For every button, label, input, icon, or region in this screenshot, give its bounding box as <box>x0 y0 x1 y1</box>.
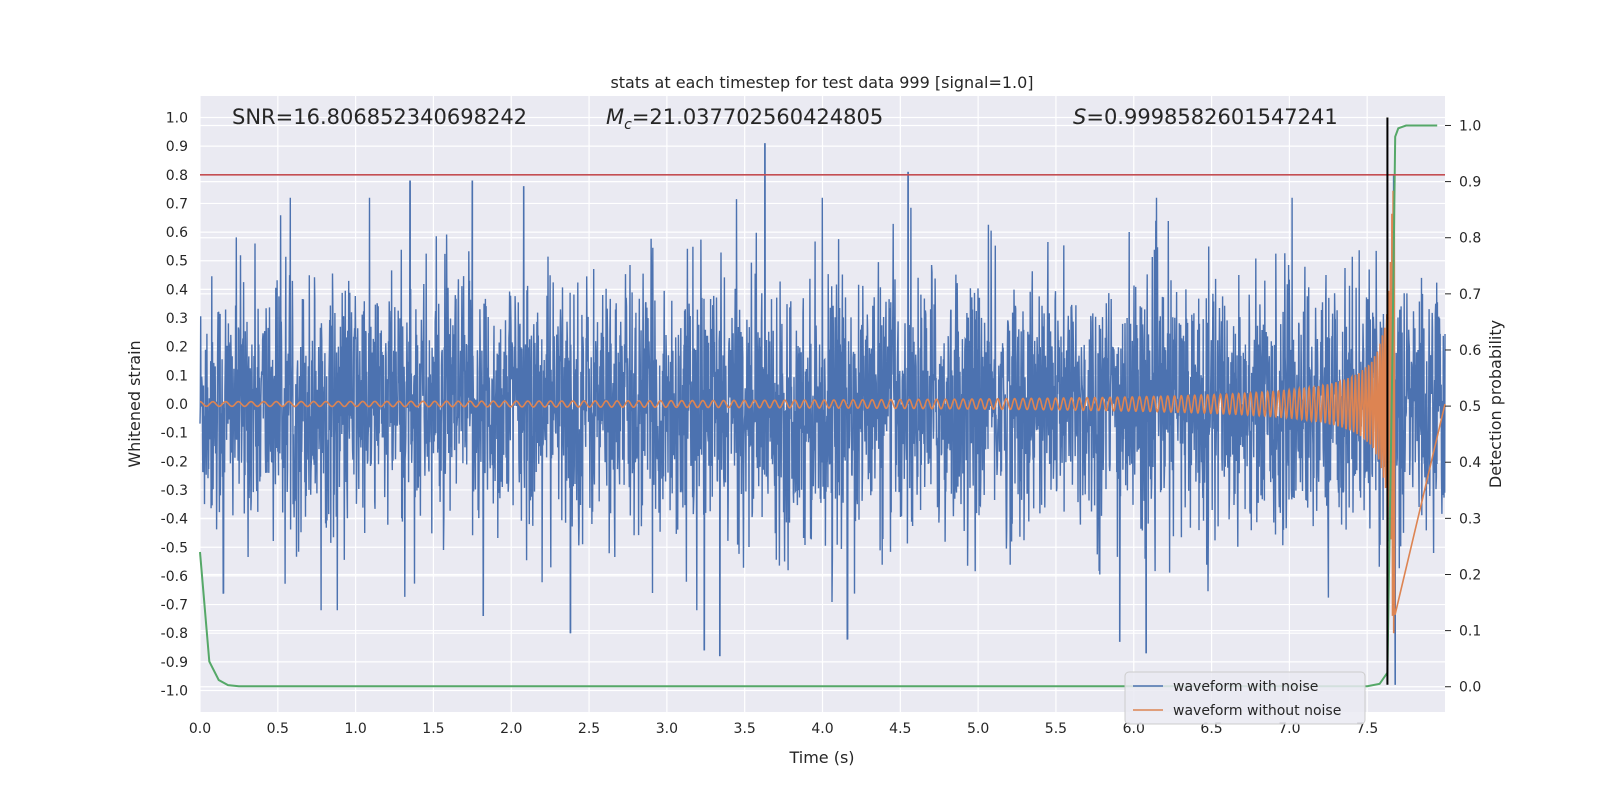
score-annotation: S=0.9998582601547241 <box>1073 105 1338 129</box>
y2-tick-label: 0.7 <box>1459 287 1481 303</box>
x-tick-label: 6.5 <box>1200 721 1222 737</box>
series-layer <box>199 124 1446 688</box>
legend: waveform with noise waveform without noi… <box>1124 671 1366 725</box>
x-tick-label: 2.0 <box>500 721 522 737</box>
y-tick-label: -0.9 <box>161 655 188 671</box>
x-tick-label: 3.0 <box>656 721 678 737</box>
legend-label-clean: waveform without noise <box>1173 703 1341 719</box>
y2-tick-label: 0.0 <box>1459 680 1481 696</box>
x-tick-label: 1.5 <box>422 721 444 737</box>
y-tick-label: -0.7 <box>161 598 188 614</box>
y-tick-label: 0.6 <box>166 225 188 241</box>
x-tick-label: 0.0 <box>189 721 211 737</box>
y-tick-label: 0.7 <box>166 196 188 212</box>
chirp-mass-annotation: Mc=21.037702560424805 <box>606 105 883 133</box>
x-axis-ticks: 0.0 0.5 1.0 1.5 2.0 2.5 3.0 3.5 4.0 4.5 5.0 5.5 6.0 6… <box>189 721 1378 737</box>
left-axis-ticks: 1.0 0.9 0.8 0.7 0.6 0.5 0.4 0.3 0.2 0.1 0.0 -0.1 -0.… <box>161 110 188 699</box>
snr-annotation: SNR=16.806852340698242 <box>232 105 527 129</box>
chirp-mass-value: =21.037702560424805 <box>632 105 883 129</box>
legend-box <box>1124 671 1366 725</box>
x-tick-label: 5.5 <box>1045 721 1067 737</box>
y-tick-label: -1.0 <box>161 684 188 700</box>
y-tick-label: 1.0 <box>166 110 188 126</box>
y2-tick-label: 0.2 <box>1459 567 1481 583</box>
y-tick-label: -0.1 <box>161 426 188 442</box>
y2-tick-label: 0.4 <box>1459 455 1481 471</box>
chart-title: stats at each timestep for test data 999… <box>610 73 1033 92</box>
y2-axis-label: Detection probability <box>1486 320 1505 488</box>
y2-tick-label: 0.3 <box>1459 511 1481 527</box>
y-tick-label: 0.8 <box>166 168 188 184</box>
series-waveform-without-noise <box>200 190 1446 634</box>
x-tick-label: 1.0 <box>344 721 366 737</box>
y-tick-label: 0.5 <box>166 254 188 270</box>
y2-tick-label: 0.5 <box>1459 399 1481 415</box>
y-axis-label: Whitened strain <box>125 340 144 467</box>
x-tick-label: 7.5 <box>1356 721 1378 737</box>
reference-lines <box>200 117 1445 685</box>
x-tick-label: 4.5 <box>889 721 911 737</box>
y-tick-label: 0.0 <box>166 397 188 413</box>
legend-label-noisy: waveform with noise <box>1173 679 1318 695</box>
chirp-mass-symbol: M <box>606 105 624 129</box>
x-tick-label: 4.0 <box>811 721 833 737</box>
y2-tick-label: 0.1 <box>1459 624 1481 640</box>
x-tick-label: 3.5 <box>734 721 756 737</box>
right-axis-ticks: 1.0 0.9 0.8 0.7 0.6 0.5 0.4 0.3 0.2 0.1 0.0 <box>1445 118 1481 696</box>
y-tick-label: -0.6 <box>161 569 188 585</box>
y2-tick-label: 0.9 <box>1459 175 1481 191</box>
x-tick-label: 5.0 <box>967 721 989 737</box>
series-waveform-with-noise <box>199 143 1446 685</box>
y2-tick-label: 0.8 <box>1459 231 1481 247</box>
y-tick-label: -0.2 <box>161 454 188 470</box>
y-tick-label: 0.1 <box>166 368 188 384</box>
score-value: =0.9998582601547241 <box>1086 105 1337 129</box>
x-tick-label: 0.5 <box>267 721 289 737</box>
x-axis-label: Time (s) <box>788 748 854 767</box>
y-tick-label: -0.5 <box>161 540 188 556</box>
y-tick-label: 0.4 <box>166 282 188 298</box>
chirp-mass-subscript: c <box>624 117 632 133</box>
y-tick-label: 0.3 <box>166 311 188 327</box>
y2-tick-label: 0.6 <box>1459 343 1481 359</box>
y-tick-label: -0.4 <box>161 512 188 528</box>
y-tick-label: -0.3 <box>161 483 188 499</box>
x-tick-label: 2.5 <box>578 721 600 737</box>
y-tick-label: 0.9 <box>166 139 188 155</box>
y2-tick-label: 1.0 <box>1459 118 1481 134</box>
x-tick-label: 7.0 <box>1278 721 1300 737</box>
y-tick-label: -0.8 <box>161 626 188 642</box>
x-tick-label: 6.0 <box>1123 721 1145 737</box>
score-symbol: S <box>1073 105 1086 129</box>
y-tick-label: 0.2 <box>166 340 188 356</box>
series-detection-probability <box>199 124 1438 688</box>
